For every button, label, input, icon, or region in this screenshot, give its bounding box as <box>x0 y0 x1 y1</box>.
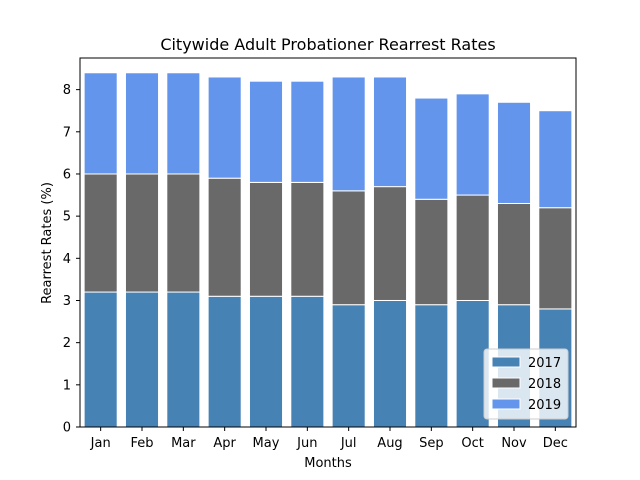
bar-2018-mar <box>166 173 201 293</box>
bar-2019-nov <box>496 101 532 204</box>
bar-2018-nov <box>496 202 532 306</box>
bar-2018-sep <box>414 198 449 306</box>
bar-2019-oct <box>455 93 490 196</box>
bar-2018-jan <box>83 173 118 293</box>
bar-2018-feb <box>124 173 160 293</box>
y-tick-label: 8 <box>63 83 71 98</box>
legend-swatch-2019 <box>491 398 521 410</box>
x-tick-label: Jan <box>90 436 111 451</box>
bar-2017-jun <box>290 295 325 428</box>
bar-2019-may <box>248 80 284 183</box>
legend-label-2017: 2017 <box>528 356 561 371</box>
y-tick-label: 7 <box>63 125 71 140</box>
x-tick-label: Oct <box>461 436 483 451</box>
bar-2017-mar <box>166 291 201 428</box>
bar-2017-aug <box>372 299 408 428</box>
bar-2018-jun <box>290 181 325 297</box>
y-tick-label: 1 <box>63 378 71 393</box>
bar-2018-dec <box>538 207 573 310</box>
y-tick-label: 2 <box>63 336 71 351</box>
legend-swatch-2017 <box>491 356 521 368</box>
bar-2019-apr <box>207 76 242 179</box>
bar-2018-aug <box>372 186 408 301</box>
axes-layer: 0 1 2 3 4 5 6 7 8 Jan Feb Mar Apr May Jun Jul Aug Sep Oct N… <box>63 57 577 451</box>
bar-2018-oct <box>455 194 490 301</box>
legend-label-2019: 2019 <box>528 398 561 413</box>
bar-2019-jun <box>290 80 325 183</box>
chart-title: Citywide Adult Probationer Rearrest Rate… <box>160 35 495 54</box>
x-tick-label: Jul <box>340 436 357 451</box>
legend: 2017 2018 2019 <box>483 348 569 420</box>
legend-swatch-2018 <box>491 377 521 389</box>
bar-2017-jan <box>83 291 118 428</box>
y-axis-label: Rearrest Rates (%) <box>40 182 55 304</box>
x-tick-label: Dec <box>543 436 568 451</box>
bar-2017-may <box>248 295 284 428</box>
y-tick-label: 0 <box>63 421 71 436</box>
x-tick-label: Mar <box>171 436 196 451</box>
bar-2019-sep <box>414 97 449 200</box>
y-tick-label: 4 <box>63 252 71 267</box>
legend-label-2018: 2018 <box>528 377 561 392</box>
bar-2017-jul <box>331 304 366 428</box>
x-tick-label: Nov <box>501 436 527 451</box>
bar-2019-jul <box>331 76 366 192</box>
bar-2018-jul <box>331 190 366 306</box>
x-tick-label: May <box>253 436 280 451</box>
bar-2019-aug <box>372 76 408 188</box>
x-axis-label: Months <box>304 456 352 471</box>
bar-2019-dec <box>538 110 573 209</box>
x-tick-label: Jun <box>296 436 317 451</box>
x-tick-label: Sep <box>419 436 444 451</box>
bar-2017-sep <box>414 304 449 428</box>
y-tick-label: 5 <box>63 210 71 225</box>
y-tick-label: 3 <box>63 294 71 309</box>
x-tick-label: Aug <box>377 436 402 451</box>
plot-frame <box>79 57 577 428</box>
x-tick-label: Feb <box>130 436 153 451</box>
y-tick-label: 6 <box>63 167 71 182</box>
bar-2019-mar <box>166 72 201 175</box>
bar-2019-jan <box>83 72 118 175</box>
bar-2017-feb <box>124 291 160 428</box>
bar-2018-may <box>248 181 284 297</box>
x-tick-label: Apr <box>213 436 236 451</box>
bar-2017-apr <box>207 295 242 428</box>
bar-2019-feb <box>124 72 160 175</box>
bar-2018-apr <box>207 177 242 297</box>
